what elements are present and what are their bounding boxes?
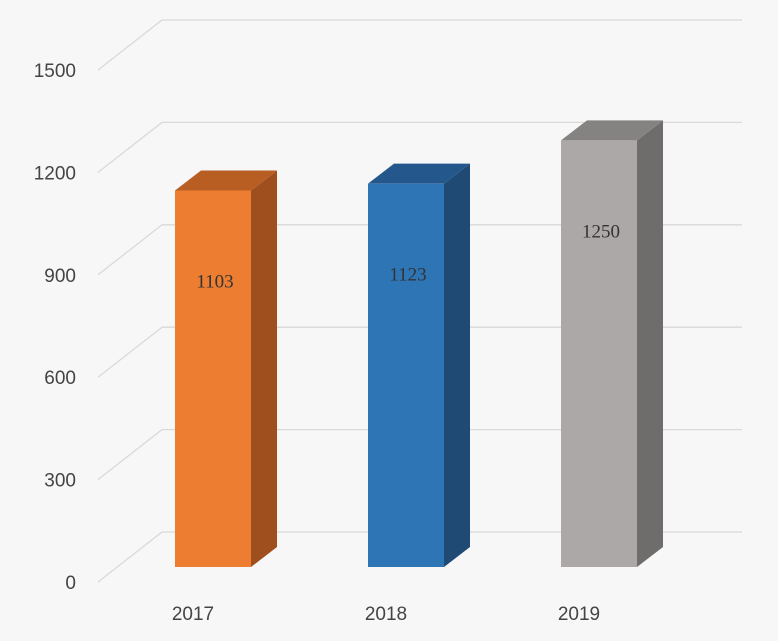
bar-side-2018 <box>444 163 470 567</box>
y-axis-ticks: 0 300 600 900 1200 1500 <box>34 61 76 594</box>
data-labels: 1103 1123 1250 <box>196 221 620 292</box>
gridline-side-1500 <box>97 19 163 71</box>
data-label-2019: 1250 <box>582 221 620 242</box>
x-axis-categories: 2017 2018 2019 <box>172 604 600 625</box>
y-tick-label-1: 300 <box>44 471 76 492</box>
gridline-side-600 <box>97 326 163 378</box>
bars <box>175 120 663 568</box>
gridline-side-900 <box>97 224 163 276</box>
gridline-side-1200 <box>97 121 163 173</box>
gridline-side-300 <box>97 429 163 481</box>
y-tick-label-2: 600 <box>44 368 76 389</box>
y-tick-label-4: 1200 <box>34 163 76 184</box>
bar-top-2017 <box>175 170 277 191</box>
bar-side-2019 <box>637 120 663 567</box>
y-tick-label-5: 1500 <box>34 61 76 82</box>
bar-side-2017 <box>251 170 277 567</box>
x-category-label-2018: 2018 <box>365 604 407 625</box>
y-tick-label-3: 900 <box>44 266 76 287</box>
bar-2018 <box>368 183 444 567</box>
y-tick-label-0: 0 <box>65 573 76 594</box>
bar-2017 <box>175 190 251 567</box>
data-label-2018: 1123 <box>389 265 426 286</box>
bar-top-2018 <box>368 163 470 184</box>
gridline-side-0 <box>97 531 163 583</box>
bar-2019 <box>561 140 637 568</box>
bar-top-2019 <box>561 120 663 141</box>
x-category-label-2019: 2019 <box>558 604 600 625</box>
x-category-label-2017: 2017 <box>172 604 214 625</box>
data-label-2017: 1103 <box>196 272 233 293</box>
